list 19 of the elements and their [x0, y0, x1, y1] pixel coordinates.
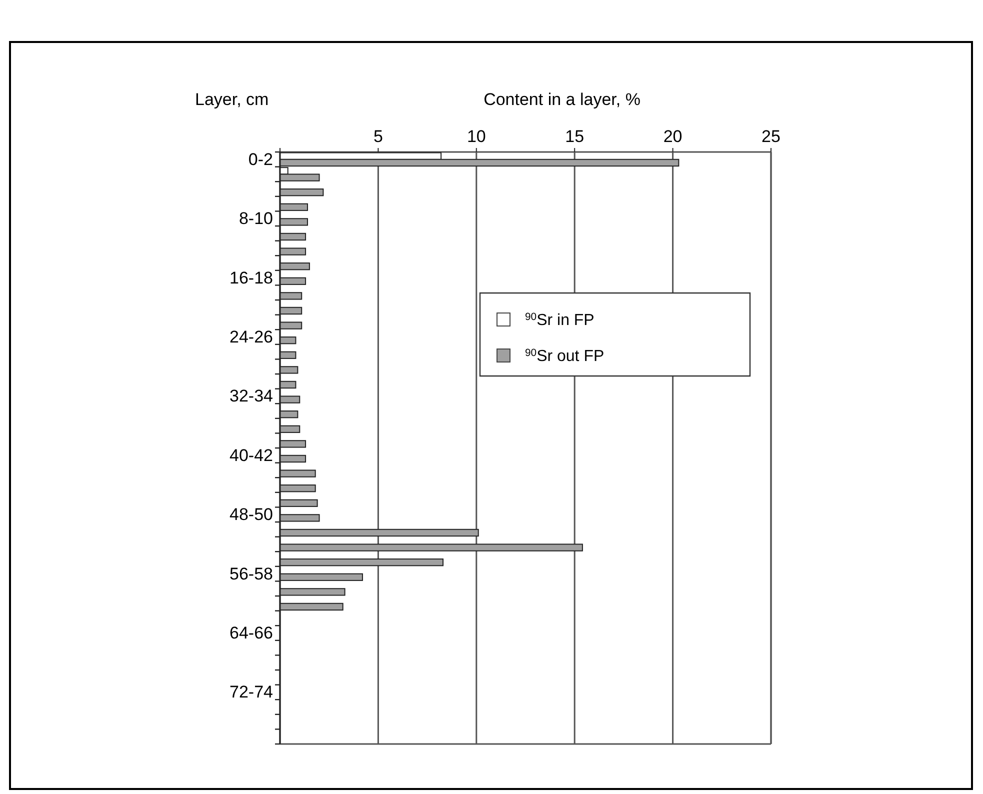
x-axis-title: Content in a layer, %: [484, 90, 640, 109]
legend-label: $^{90}$Sr out FP: [525, 348, 604, 365]
x-tick-label: 5: [373, 127, 383, 146]
y-tick-label: 8-10: [238, 209, 273, 228]
y-tick-label: 16-18: [230, 268, 273, 288]
y-tick-label: 24-26: [230, 328, 273, 346]
y-tick-label: 72-74: [230, 682, 273, 702]
text: $^{90}$Sr in FP: [525, 312, 594, 329]
y-tick-label: 40-42: [230, 446, 273, 465]
y-tick-label: 48-50: [230, 505, 273, 524]
y-tick-label: 32-34: [230, 386, 273, 406]
x-tick-label: 25: [762, 127, 780, 146]
x-tick-label: 15: [565, 127, 584, 146]
x-tick-label: 10: [466, 127, 486, 146]
x-tick-label: 20: [663, 127, 682, 146]
y-tick-label: 0-2: [248, 150, 273, 169]
y-tick-label: 56-58: [230, 564, 273, 584]
y-axis-title: Layer, cm: [195, 90, 269, 109]
y-tick-label: 64-66: [230, 624, 273, 642]
